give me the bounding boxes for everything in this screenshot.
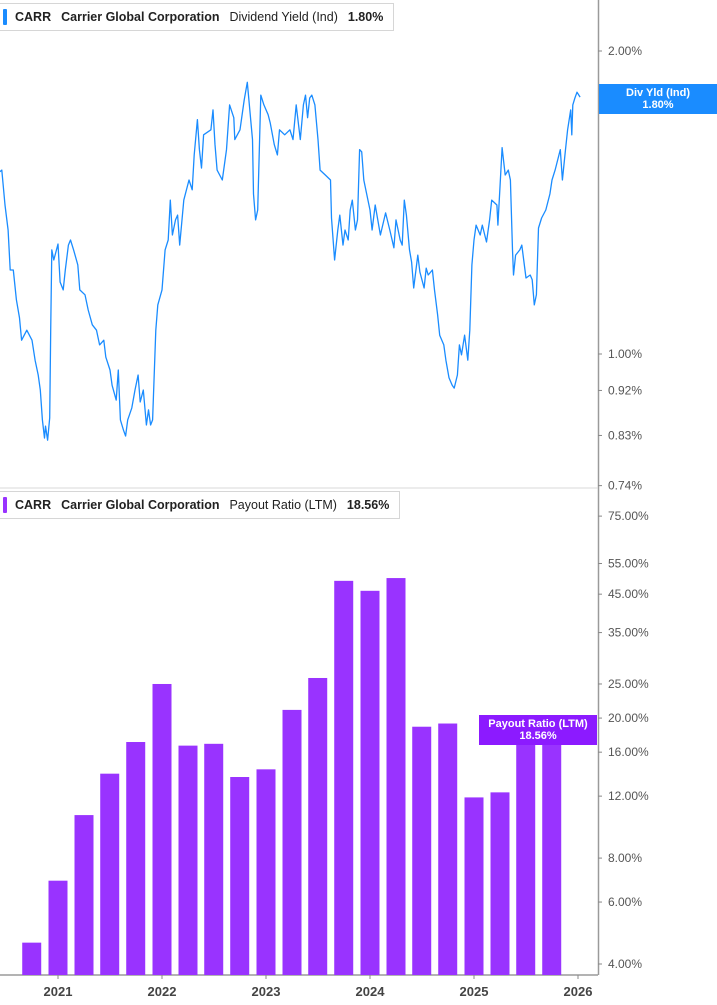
payout-bar — [490, 792, 510, 975]
payout-ratio-bars — [22, 578, 562, 975]
x-tick-label: 2024 — [356, 984, 386, 999]
y-tick-label: 1.00% — [608, 347, 642, 361]
legend-value: 18.56% — [346, 498, 390, 512]
payout-bar — [516, 731, 536, 975]
y-tick-label: 2.00% — [608, 44, 642, 58]
payout-bar — [412, 726, 432, 975]
payout-bar — [230, 777, 250, 975]
legend-ticker: CARR — [15, 498, 52, 512]
flag-label: Div Yld (Ind) — [626, 87, 690, 99]
x-tick-label: 2022 — [148, 984, 177, 999]
payout-bar — [152, 683, 172, 975]
series-color-marker — [3, 9, 7, 25]
dividend-yield-line — [0, 81, 581, 441]
legend-metric: Dividend Yield (Ind) — [229, 10, 338, 24]
y-tick-label: 12.00% — [608, 789, 649, 803]
x-axis: 2021 2022 2023 2024 2025 2026 — [44, 975, 593, 999]
payout-bar — [48, 880, 68, 975]
y-tick-label: 0.83% — [608, 428, 642, 442]
legend-value: 1.80% — [347, 10, 384, 24]
legend-ticker: CARR — [15, 10, 52, 24]
payout-bar — [282, 709, 302, 975]
legend-company: Carrier Global Corporation — [61, 10, 220, 24]
y-tick-label: 6.00% — [608, 895, 642, 909]
y-tick-label: 75.00% — [608, 509, 649, 523]
y-tick-label: 0.74% — [608, 479, 642, 493]
top-legend: CARR Carrier Global Corporation Dividend… — [0, 3, 395, 31]
x-tick-label: 2023 — [252, 984, 281, 999]
payout-bar — [178, 745, 198, 975]
payout-bar — [308, 677, 328, 975]
series-color-marker — [3, 497, 7, 513]
payout-ratio-value-flag: Payout Ratio (LTM) 18.56% — [479, 715, 597, 745]
payout-bar — [438, 723, 458, 975]
y-tick-label: 55.00% — [608, 557, 649, 571]
y-tick-label: 0.92% — [608, 383, 642, 397]
x-tick-label: 2021 — [44, 984, 73, 999]
top-y-axis: 2.00% 1.00% 0.92% 0.83% 0.74% — [598, 44, 642, 493]
payout-bar — [334, 580, 354, 975]
legend-metric: Payout Ratio (LTM) — [229, 498, 337, 512]
payout-bar — [360, 590, 380, 975]
payout-bar — [126, 742, 146, 975]
payout-bar — [22, 942, 42, 975]
y-tick-label: 8.00% — [608, 851, 642, 865]
bottom-legend: CARR Carrier Global Corporation Payout R… — [0, 491, 401, 519]
payout-bar — [204, 743, 224, 975]
payout-bar — [100, 773, 120, 975]
flag-value: 18.56% — [519, 730, 557, 742]
payout-bar — [386, 578, 406, 975]
legend-company: Carrier Global Corporation — [61, 498, 220, 512]
y-tick-label: 20.00% — [608, 711, 649, 725]
flag-value: 1.80% — [642, 99, 674, 111]
y-tick-label: 45.00% — [608, 587, 649, 601]
y-tick-label: 4.00% — [608, 957, 642, 971]
flag-label: Payout Ratio (LTM) — [488, 718, 588, 730]
y-tick-label: 16.00% — [608, 745, 649, 759]
bottom-y-axis: 75.00% 55.00% 45.00% 35.00% 25.00% 20.00% 16.0… — [598, 509, 649, 971]
payout-bar — [464, 797, 484, 975]
x-tick-label: 2025 — [460, 984, 489, 999]
y-tick-label: 35.00% — [608, 626, 649, 640]
x-tick-label: 2026 — [564, 984, 593, 999]
payout-bar — [542, 729, 562, 975]
dividend-yield-value-flag: Div Yld (Ind) 1.80% — [599, 84, 717, 114]
payout-bar — [74, 815, 94, 975]
y-tick-label: 25.00% — [608, 677, 649, 691]
payout-bar — [256, 769, 276, 975]
